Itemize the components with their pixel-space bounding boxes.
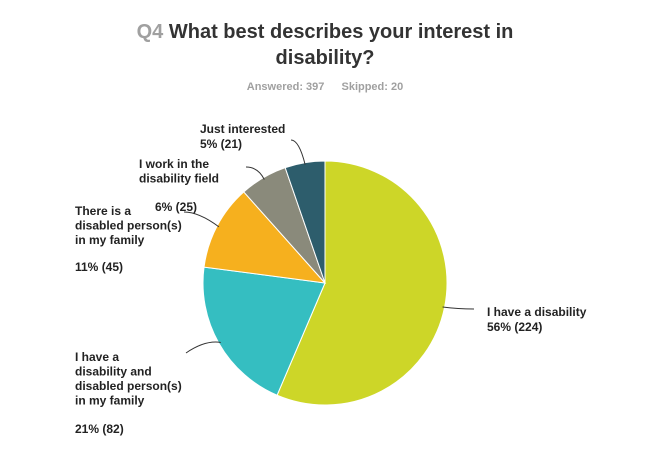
chart-title: Q4 What best describes your interest in (0, 20, 650, 44)
slice-label: I have a disability and disabled person(s)… (75, 350, 182, 408)
leader-line (245, 166, 265, 180)
slice-value-label: 21% (82) (75, 422, 124, 436)
question-title-line2: disability? (275, 47, 375, 69)
question-title-line1: What best describes your interest in (168, 21, 514, 43)
chart-title-continued: disability? (0, 46, 650, 70)
leader-line (185, 341, 221, 354)
slice-label: Just interested (200, 122, 285, 136)
slice-value-label: 11% (45) (75, 260, 123, 274)
leader-line (183, 211, 220, 228)
slice-label: I work in the disability field (139, 157, 219, 186)
slice-value-label: 56% (224) (487, 320, 542, 334)
pie-slice[interactable] (202, 266, 326, 396)
question-number: Q4 (136, 21, 164, 43)
answered-count: Answered: 397 (246, 81, 325, 93)
leader-line (290, 139, 306, 165)
slice-value-label: 5% (21) (200, 137, 242, 151)
slice-label: I have a disability (487, 305, 587, 319)
slice-value-label: 6% (25) (155, 200, 197, 214)
slice-label: There is a disabled person(s) in my family (75, 204, 182, 247)
response-stats: Answered: 397 Skipped: 20 (0, 81, 650, 93)
leader-line (442, 306, 475, 310)
skipped-count: Skipped: 20 (341, 81, 404, 93)
